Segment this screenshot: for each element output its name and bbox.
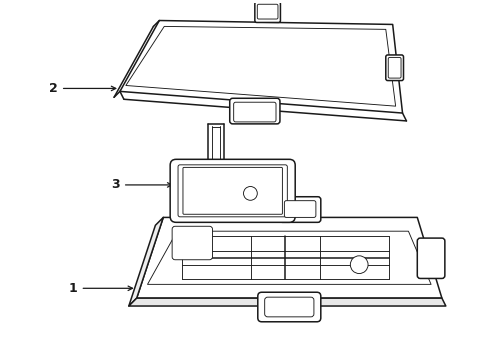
FancyBboxPatch shape [264, 297, 313, 317]
Polygon shape [137, 217, 441, 298]
Polygon shape [120, 21, 402, 113]
FancyBboxPatch shape [172, 226, 212, 260]
Text: 2: 2 [49, 82, 116, 95]
Text: 1: 1 [69, 282, 132, 295]
FancyBboxPatch shape [385, 55, 403, 81]
FancyBboxPatch shape [284, 201, 315, 217]
FancyBboxPatch shape [183, 167, 282, 214]
FancyBboxPatch shape [170, 159, 295, 222]
FancyBboxPatch shape [233, 102, 275, 122]
FancyBboxPatch shape [257, 4, 277, 19]
FancyBboxPatch shape [416, 238, 444, 278]
FancyBboxPatch shape [254, 2, 280, 22]
FancyBboxPatch shape [178, 165, 287, 217]
Circle shape [243, 186, 257, 200]
FancyBboxPatch shape [229, 98, 279, 124]
FancyBboxPatch shape [279, 197, 320, 222]
Polygon shape [128, 298, 445, 306]
FancyBboxPatch shape [387, 58, 400, 78]
Polygon shape [128, 217, 163, 306]
Polygon shape [125, 26, 395, 106]
Polygon shape [147, 231, 430, 284]
Text: 3: 3 [111, 179, 172, 192]
FancyBboxPatch shape [257, 292, 320, 322]
Circle shape [349, 256, 367, 274]
